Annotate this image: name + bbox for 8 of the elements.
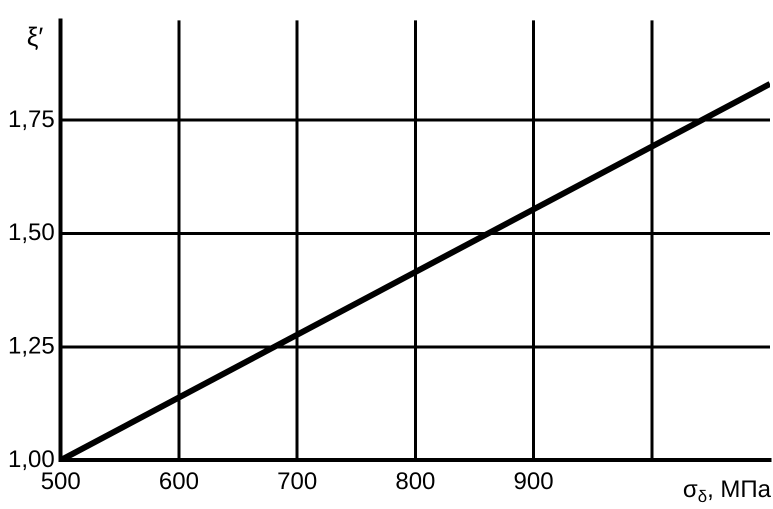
y-tick-label: 1,75	[8, 106, 55, 133]
x-tick-label: 900	[514, 468, 554, 496]
x-tick-label: 800	[395, 468, 436, 496]
x-tick-label: 600	[158, 468, 199, 496]
x-tick-label: 700	[277, 468, 318, 496]
y-tick-label: 1,50	[8, 219, 55, 246]
y-tick-label: 1,25	[8, 332, 55, 360]
y-axis-title: ξ′	[26, 22, 44, 52]
